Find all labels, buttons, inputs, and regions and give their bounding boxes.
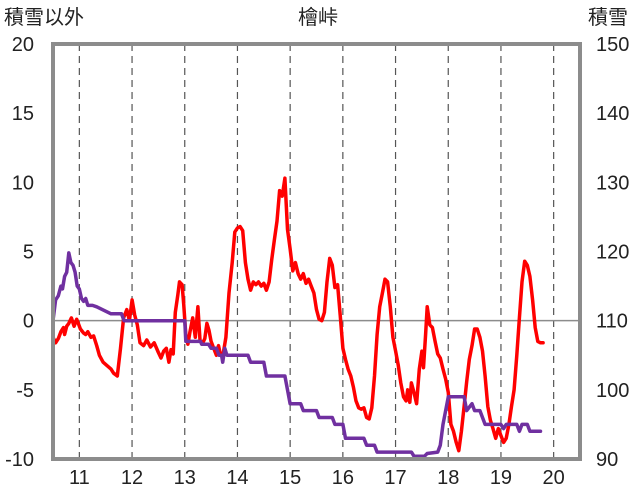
x-axis-ticks: 11 12 13 14 15 16 17 18 19 20 xyxy=(69,467,565,489)
right-tick-label: 150 xyxy=(596,34,629,56)
x-tick-label-15: 15 xyxy=(279,467,301,489)
x-tick-label-17: 17 xyxy=(384,467,406,489)
x-tick-label-19: 19 xyxy=(490,467,512,489)
x-tick-label-14: 14 xyxy=(226,467,248,489)
plot-frame xyxy=(51,42,582,461)
left-tick-label: -5 xyxy=(16,380,34,402)
right-tick-label: 110 xyxy=(596,311,628,333)
plot-background xyxy=(53,44,580,459)
series-line-1 xyxy=(51,176,545,453)
right-tick-label: 120 xyxy=(596,242,629,264)
left-axis-ticks: -10 -5 0 5 10 15 20 xyxy=(5,34,34,471)
x-tick-label-16: 16 xyxy=(332,467,354,489)
right-axis-label: 積雪 xyxy=(588,6,628,29)
right-tick-label: 90 xyxy=(596,449,618,471)
series-layer xyxy=(51,176,545,458)
series-line-2 xyxy=(51,251,543,458)
left-tick-label: 10 xyxy=(12,172,34,194)
left-tick-label: 15 xyxy=(12,103,34,125)
x-tick-label-18: 18 xyxy=(437,467,459,489)
chart-title: 檜峠 xyxy=(298,6,338,29)
left-axis-label: 積雪以外 xyxy=(4,6,84,29)
x-tick-label-20: 20 xyxy=(543,467,565,489)
left-tick-label: 5 xyxy=(23,242,34,264)
right-tick-label: 140 xyxy=(596,103,629,125)
right-axis-ticks: 90 100 110 120 130 140 150 xyxy=(596,34,629,471)
right-tick-label: 130 xyxy=(596,172,629,194)
left-tick-label: -10 xyxy=(5,449,34,471)
right-tick-label: 100 xyxy=(596,380,629,402)
x-tick-label-11: 11 xyxy=(69,467,90,489)
x-tick-label-13: 13 xyxy=(174,467,196,489)
left-tick-label: 0 xyxy=(23,311,34,333)
left-tick-label: 20 xyxy=(12,34,34,56)
x-tick-label-12: 12 xyxy=(121,467,143,489)
